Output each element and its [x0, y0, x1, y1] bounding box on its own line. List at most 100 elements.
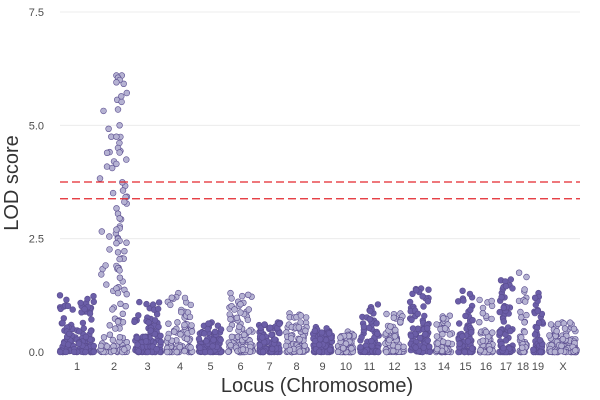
data-point: [86, 310, 94, 317]
x-tick-label: 2: [111, 361, 117, 373]
data-point: [414, 310, 421, 317]
data-point: [123, 291, 130, 298]
data-point: [227, 289, 234, 297]
data-point: [558, 342, 565, 350]
x-tick-label: 11: [364, 361, 375, 373]
data-point: [69, 306, 76, 313]
data-point: [228, 333, 236, 340]
data-point: [151, 317, 159, 324]
data-point: [109, 189, 117, 197]
data-point: [167, 301, 174, 309]
data-point: [476, 296, 483, 304]
data-point: [316, 341, 323, 348]
data-point: [56, 348, 64, 356]
data-point: [521, 328, 528, 336]
data-point: [566, 319, 574, 326]
data-point: [424, 325, 431, 332]
data-point: [237, 309, 244, 316]
data-point: [225, 348, 232, 355]
data-point: [102, 262, 109, 269]
data-point: [209, 343, 216, 350]
data-point: [434, 346, 441, 353]
data-point: [133, 334, 141, 341]
data-point: [536, 337, 544, 344]
data-point: [459, 333, 466, 340]
data-point: [340, 344, 347, 352]
data-point: [424, 298, 432, 305]
data-point: [217, 326, 225, 333]
data-point: [295, 324, 302, 331]
data-point: [518, 344, 526, 351]
data-point: [500, 344, 507, 352]
data-point: [534, 307, 541, 315]
data-point: [413, 287, 420, 294]
data-point: [109, 306, 116, 313]
data-point: [561, 325, 569, 332]
y-axis-ticks: 0.0 2.5 5.0 7.5: [29, 7, 44, 359]
data-points: [56, 72, 580, 356]
data-point: [84, 295, 91, 303]
peak-data-point: [114, 249, 122, 256]
data-point: [360, 323, 368, 330]
data-point: [181, 294, 189, 302]
data-point: [406, 298, 414, 306]
data-point: [394, 343, 402, 351]
data-point: [116, 274, 124, 281]
data-point: [420, 303, 427, 310]
data-point: [106, 331, 114, 338]
data-point: [187, 301, 195, 309]
x-tick-label: 15: [459, 361, 471, 373]
data-point: [366, 316, 373, 323]
data-point: [106, 246, 113, 253]
data-point: [153, 345, 160, 353]
x-tick-label: 6: [237, 361, 243, 373]
data-point: [188, 322, 195, 329]
data-point: [100, 334, 108, 341]
data-point: [464, 338, 472, 345]
data-point: [174, 319, 181, 326]
data-point: [266, 324, 274, 331]
x-tick-label: 5: [207, 361, 213, 373]
data-point: [118, 98, 125, 106]
data-point: [186, 313, 194, 321]
data-point: [239, 292, 246, 300]
data-point: [173, 348, 180, 356]
data-point: [507, 276, 514, 283]
data-point: [316, 348, 323, 355]
x-tick-label: 16: [480, 361, 492, 373]
data-point: [64, 302, 72, 310]
data-point: [509, 285, 516, 292]
data-point: [286, 346, 293, 354]
data-point: [118, 93, 125, 100]
data-point: [468, 345, 476, 352]
data-point: [446, 331, 453, 338]
data-point: [147, 327, 154, 334]
data-point: [441, 325, 449, 332]
data-point: [261, 321, 268, 328]
data-point: [123, 156, 130, 163]
data-point: [325, 330, 333, 337]
data-point: [90, 348, 98, 356]
data-point: [123, 89, 131, 97]
data-point: [557, 347, 564, 355]
data-point: [120, 346, 128, 353]
data-point: [87, 327, 95, 335]
data-point: [466, 290, 474, 298]
data-point: [483, 328, 490, 336]
data-point: [456, 320, 463, 327]
data-point: [426, 348, 434, 355]
data-point: [392, 326, 399, 334]
data-point: [131, 318, 138, 325]
data-point: [233, 314, 241, 321]
data-point: [105, 125, 112, 133]
data-point: [98, 228, 106, 235]
data-point: [407, 332, 415, 340]
data-point: [59, 319, 66, 327]
peak-data-point: [113, 240, 120, 247]
data-point: [433, 321, 440, 328]
data-point: [164, 334, 172, 342]
data-point: [301, 342, 308, 349]
data-point: [122, 303, 129, 310]
data-point: [460, 297, 467, 304]
data-point: [373, 320, 380, 327]
